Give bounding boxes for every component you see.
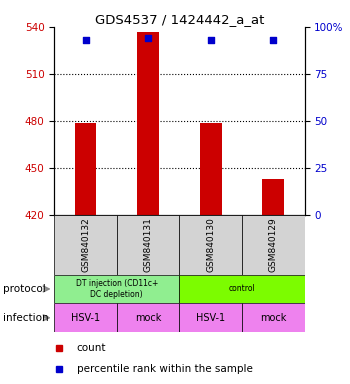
Bar <box>242 215 304 275</box>
Point <box>145 35 151 41</box>
Text: mock: mock <box>260 313 286 323</box>
Bar <box>262 179 284 215</box>
Text: GSM840130: GSM840130 <box>206 217 215 272</box>
Point <box>271 37 276 43</box>
Text: GSM840129: GSM840129 <box>269 217 278 272</box>
Text: control: control <box>229 285 255 293</box>
Bar <box>54 303 117 332</box>
Text: percentile rank within the sample: percentile rank within the sample <box>77 364 253 374</box>
Bar <box>179 303 242 332</box>
Text: mock: mock <box>135 313 161 323</box>
Text: HSV-1: HSV-1 <box>196 313 225 323</box>
Text: infection: infection <box>4 313 49 323</box>
Text: count: count <box>77 343 106 353</box>
Bar <box>200 122 222 215</box>
Bar <box>75 122 97 215</box>
Text: DT injection (CD11c+
DC depletion): DT injection (CD11c+ DC depletion) <box>76 279 158 299</box>
Bar <box>54 275 179 303</box>
Text: GSM840132: GSM840132 <box>81 217 90 272</box>
Bar <box>242 303 304 332</box>
Bar <box>179 215 242 275</box>
Text: GSM840131: GSM840131 <box>144 217 153 272</box>
Bar <box>117 215 179 275</box>
Bar <box>179 275 304 303</box>
Text: protocol: protocol <box>4 284 46 294</box>
Bar <box>137 31 159 215</box>
Point <box>83 37 88 43</box>
Bar <box>117 303 179 332</box>
Bar <box>54 215 117 275</box>
Point <box>208 37 213 43</box>
Title: GDS4537 / 1424442_a_at: GDS4537 / 1424442_a_at <box>95 13 264 26</box>
Text: HSV-1: HSV-1 <box>71 313 100 323</box>
